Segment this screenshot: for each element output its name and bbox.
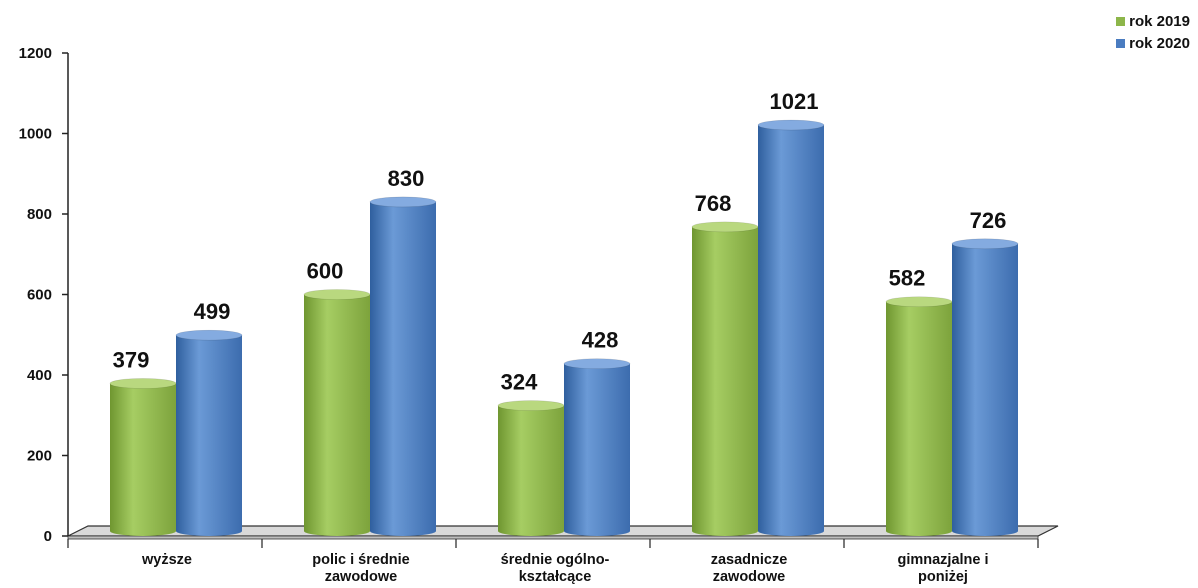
bar-rok-2020-1 xyxy=(369,196,437,537)
x-category-label: zasadnicze zawodowe xyxy=(711,552,788,585)
y-tick-label: 400 xyxy=(27,367,52,384)
x-category-label: gimnazjalne i poniżej xyxy=(897,552,988,585)
legend-item-2019: rok 2019 xyxy=(1116,10,1190,32)
legend-swatch-2019 xyxy=(1116,16,1126,26)
legend-swatch-2020 xyxy=(1116,38,1126,48)
data-label-rok-2020-3: 1021 xyxy=(770,89,819,114)
data-label-rok-2020-4: 726 xyxy=(970,208,1007,233)
bar-rok-2019-2 xyxy=(497,400,565,536)
legend-label-2020: rok 2020 xyxy=(1129,34,1190,52)
y-tick-label: 600 xyxy=(27,287,52,304)
y-tick-label: 0 xyxy=(44,528,52,545)
bar-rok-2019-3 xyxy=(691,221,759,536)
data-label-rok-2019-4: 582 xyxy=(889,266,926,291)
bar-rok-2020-4 xyxy=(951,238,1019,536)
chart-floor-edge xyxy=(67,535,1039,540)
data-label-rok-2019-2: 324 xyxy=(501,370,538,395)
data-label-rok-2019-1: 600 xyxy=(307,259,344,284)
y-tick-label: 1200 xyxy=(19,45,52,62)
data-label-rok-2020-1: 830 xyxy=(388,166,425,191)
y-tick-label: 800 xyxy=(27,206,52,223)
legend-label-2019: rok 2019 xyxy=(1129,12,1190,30)
x-category-label: polic i średnie zawodowe xyxy=(312,552,410,585)
data-label-rok-2019-0: 379 xyxy=(113,347,150,372)
bar-rok-2020-0 xyxy=(175,329,243,536)
data-label-rok-2020-2: 428 xyxy=(582,328,619,353)
legend: rok 2019 rok 2020 xyxy=(1116,10,1190,54)
bar-rok-2019-0 xyxy=(109,378,177,536)
y-tick-label: 1000 xyxy=(19,126,52,143)
bar-rok-2020-3 xyxy=(757,119,825,537)
legend-item-2020: rok 2020 xyxy=(1116,32,1190,54)
bar-rok-2019-1 xyxy=(303,289,371,536)
data-label-rok-2019-3: 768 xyxy=(695,191,732,216)
bar-rok-2019-4 xyxy=(885,296,953,536)
x-category-label: średnie ogólno-kształcące xyxy=(501,552,610,585)
data-label-rok-2020-0: 499 xyxy=(194,299,231,324)
bar-rok-2020-2 xyxy=(563,358,631,536)
x-category-label: wyższe xyxy=(141,552,192,568)
y-tick-label: 200 xyxy=(27,448,52,465)
